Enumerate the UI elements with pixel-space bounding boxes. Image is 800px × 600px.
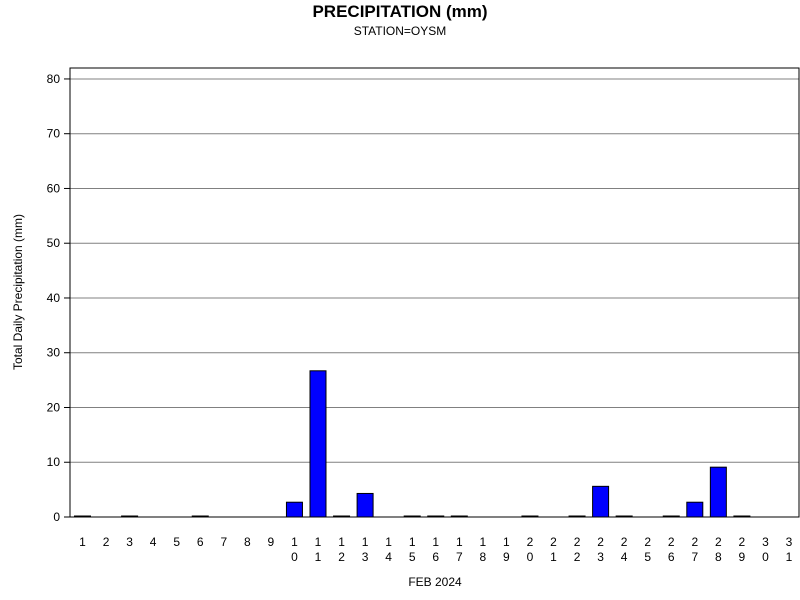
x-axis: 1 2 3 4 5 6 7 8 9 1 01 11 21 31 41 51 61 71 81 92 02 12 22 32 42… — [79, 535, 793, 564]
y-tick-label: 0 — [53, 510, 60, 524]
bar — [356, 492, 374, 518]
y-tick-label: 60 — [47, 181, 61, 195]
bars — [74, 370, 751, 518]
x-tick-label: 7 — [220, 535, 227, 549]
x-tick-label: 2 — [103, 535, 110, 549]
y-tick-label: 70 — [47, 127, 61, 141]
bar — [709, 466, 727, 518]
plot-frame — [69, 67, 800, 518]
bar — [309, 370, 327, 518]
x-tick-label: 9 — [268, 535, 275, 549]
x-tick-label: 6 — [197, 535, 204, 549]
bar — [686, 501, 704, 518]
x-tick-label: 8 — [244, 535, 251, 549]
y-tick-label: 80 — [47, 72, 61, 86]
y-tick-label: 30 — [47, 346, 61, 360]
y-tick-label: 50 — [47, 236, 61, 250]
gridlines — [70, 78, 799, 463]
y-axis-label: Total Daily Precipitation (mm) — [11, 214, 25, 370]
bar — [592, 485, 610, 518]
y-axis: 0 10 20 30 40 50 60 70 80 — [47, 72, 70, 524]
x-tick-label: 4 — [150, 535, 157, 549]
x-tick-label: 5 — [173, 535, 180, 549]
chart-subtitle: STATION=OYSM — [354, 24, 447, 38]
x-tick-label: 3 — [126, 535, 133, 549]
x-axis-label: FEB 2024 — [408, 575, 462, 589]
y-tick-label: 10 — [47, 455, 61, 469]
bar — [285, 501, 303, 518]
y-tick-label: 40 — [47, 291, 61, 305]
y-tick-label: 20 — [47, 400, 61, 414]
chart-title: PRECIPITATION (mm) — [312, 2, 487, 21]
x-tick-label: 1 — [79, 535, 86, 549]
